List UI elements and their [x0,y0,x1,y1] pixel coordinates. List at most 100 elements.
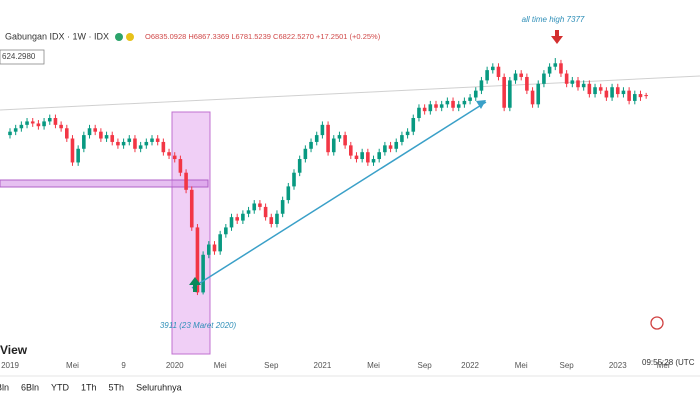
x-tick-label: Mei [657,361,670,370]
candle-body [434,104,438,108]
annotation: 3911 (23 Maret 2020) [160,321,237,330]
candle-body [349,145,353,156]
candle-body [627,90,631,101]
x-tick-label: 2019 [1,361,19,370]
candle-body [224,227,228,235]
candle-body [76,148,80,163]
candle-body [297,159,302,173]
candle-body [229,217,234,228]
currency-dot [126,33,134,41]
clock: 09:55:28 (UTC [642,358,695,367]
range-button[interactable]: YTD [51,382,70,392]
candle-body [388,145,393,149]
candle-body [439,104,444,108]
candle-body [184,172,188,190]
candle-body [110,135,115,142]
candle-body [519,73,523,77]
candle-body [456,104,461,108]
candle-body [218,234,222,252]
range-button[interactable]: 6Bln [21,382,39,392]
candle-body [53,118,58,125]
candle-body [581,83,586,88]
candle-body [161,141,166,153]
candle-body [593,87,597,95]
candle-body [65,128,69,139]
candle-body [25,121,29,125]
candle-body [235,217,239,221]
candle-body [360,152,364,160]
view-label: View [0,343,28,357]
status-dot [115,33,123,41]
candle-body [155,138,160,142]
candle-body [195,227,200,293]
chart-title: Gabungan IDX · 1W · IDX [5,31,109,41]
highlight-box [171,111,211,355]
candle-body [320,124,325,136]
candle-body [610,87,614,98]
price-label-box [0,49,45,65]
candle-body [337,135,342,139]
range-button[interactable]: 1Th [81,382,97,392]
candle-body [30,121,35,124]
candle-body [615,87,620,95]
candle-body [258,203,262,207]
candle-body [553,63,558,67]
candle-body [530,90,535,105]
candle-body [485,70,489,81]
candle-body [286,186,291,201]
arrow-head [476,100,486,109]
candle-body [207,244,211,255]
candle-body [127,138,132,142]
candle-body [178,159,183,173]
candle-body [87,128,92,136]
range-button[interactable]: Seluruhnya [136,382,182,392]
candle-body [189,189,194,228]
candle-body [383,145,387,153]
candle-body [405,131,410,136]
x-tick-label: 2022 [461,361,479,370]
candle-body [417,107,421,119]
candle-body [354,155,359,160]
ohlc-text: O6835.0928 H6867.3369 L6781.5239 C6822.5… [145,32,381,41]
x-tick-label: Mei [367,361,380,370]
candle-body [70,138,75,163]
candle-body [451,100,455,108]
candle-body [508,80,512,108]
candle-body [99,131,103,139]
down-arrow [551,30,563,44]
candle-body [13,128,18,132]
candle-body [496,66,501,77]
candle-body [331,138,336,153]
settings-icon[interactable] [650,316,664,330]
x-tick-label: 9 [121,361,126,370]
x-tick-label: 2021 [314,361,332,370]
candle-body [371,159,376,163]
candle-body [133,138,137,149]
candle-body [377,152,381,160]
candle-body [536,83,541,105]
candle-body [394,141,399,149]
candle-body [633,94,637,101]
candle-body [343,135,347,146]
candle-body [280,200,285,214]
candle-body [621,90,626,95]
range-button[interactable]: Bln [0,382,9,392]
range-button[interactable]: 5Th [109,382,125,392]
candle-body [564,73,569,84]
candle-body [547,66,552,74]
candle-body [314,135,319,142]
price-label: 624.2980 [2,52,36,61]
candle-body [303,148,308,160]
candle-body [82,135,86,149]
candle-body [468,97,472,101]
candle-body [59,124,63,129]
candle-body [525,76,529,91]
candle-body [275,213,279,225]
x-tick-label: Sep [418,361,433,370]
candle-body [604,90,609,98]
x-tick-label: Sep [560,361,575,370]
x-tick-label: 2020 [166,361,184,370]
